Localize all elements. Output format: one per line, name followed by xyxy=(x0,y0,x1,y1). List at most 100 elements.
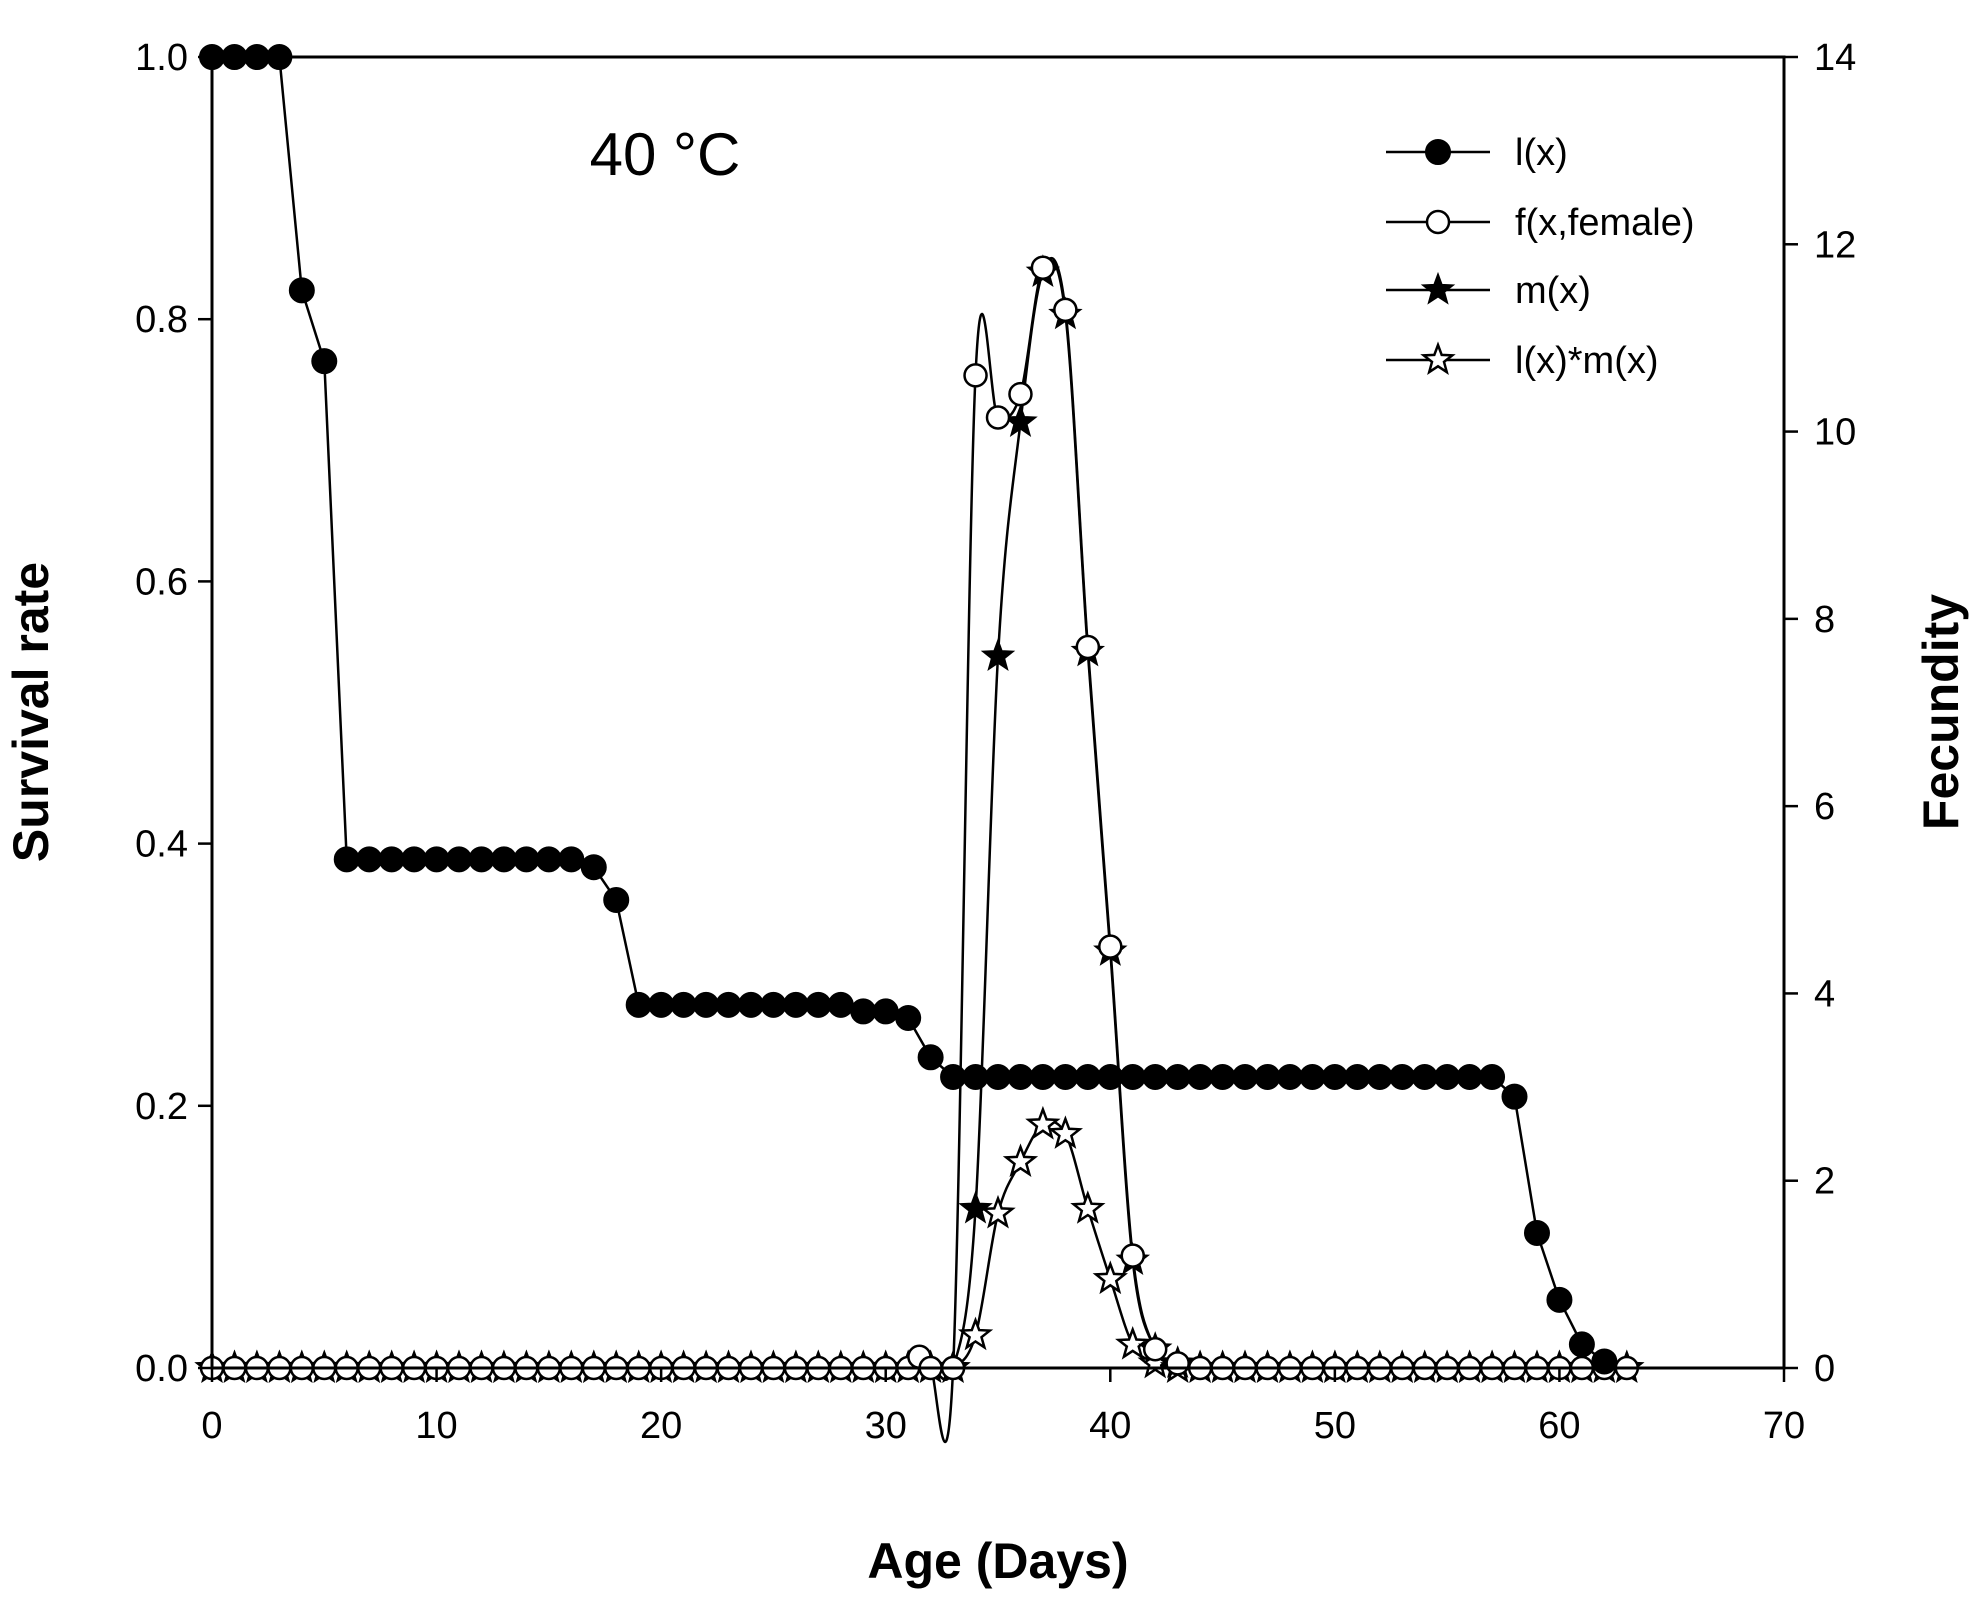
tick-layer: 0 10 20 30 40 50 60 70 0.0 0.2 0.4 0.6 0.8 1.0 0 2 4 6 8 10… xyxy=(135,37,1856,1447)
data-point xyxy=(490,846,517,873)
data-point xyxy=(1052,1063,1079,1090)
y-right-tick-label: 12 xyxy=(1814,224,1856,266)
data-point xyxy=(378,846,405,873)
data-point xyxy=(980,1194,1016,1229)
data-point xyxy=(693,991,720,1018)
data-point xyxy=(1119,1063,1146,1090)
data-point xyxy=(648,991,675,1018)
data-point xyxy=(670,991,697,1018)
data-point xyxy=(468,846,495,873)
x-tick-label: 10 xyxy=(415,1405,457,1447)
y-left-tick-label: 0.8 xyxy=(135,299,188,341)
y-left-tick-label: 0.6 xyxy=(135,561,188,603)
data-point xyxy=(1025,1105,1061,1140)
data-point xyxy=(423,846,450,873)
x-tick-label: 70 xyxy=(1763,1405,1805,1447)
data-point xyxy=(1120,1243,1145,1268)
y-left-tick-label: 0.0 xyxy=(135,1348,188,1390)
temperature-annotation: 40 °C xyxy=(590,121,741,188)
data-point xyxy=(1568,1331,1595,1358)
data-point xyxy=(980,638,1016,672)
legend-marker xyxy=(1420,341,1456,375)
data-point xyxy=(1456,1063,1483,1090)
data-point xyxy=(958,1190,993,1224)
x-tick-label: 30 xyxy=(865,1405,907,1447)
x-axis-title: Age (Days) xyxy=(867,1533,1128,1589)
data-point xyxy=(1523,1219,1550,1246)
legend-label: l(x)*m(x) xyxy=(1515,340,1659,382)
data-point xyxy=(1047,1115,1083,1149)
data-point xyxy=(1479,1063,1506,1090)
data-point xyxy=(1007,1063,1034,1090)
data-point xyxy=(1030,255,1056,280)
data-point xyxy=(1070,1190,1106,1224)
data-point xyxy=(1164,1063,1191,1090)
data-point xyxy=(1075,634,1101,660)
y-right-axis-title: Fecundity xyxy=(1913,594,1969,830)
data-point xyxy=(603,886,630,913)
data-point xyxy=(1344,1063,1371,1090)
y-right-tick-label: 6 xyxy=(1814,786,1835,828)
data-point xyxy=(962,1063,989,1090)
data-point xyxy=(1411,1063,1438,1090)
y-left-tick-label: 0.4 xyxy=(135,824,188,866)
data-point xyxy=(1008,381,1033,407)
data-point xyxy=(1276,1063,1303,1090)
data-point xyxy=(535,846,562,873)
data-point xyxy=(1165,1351,1190,1376)
data-point xyxy=(850,998,877,1025)
data-point xyxy=(558,846,585,873)
data-point xyxy=(1501,1083,1528,1110)
y-left-axis-title: Survival rate xyxy=(3,562,59,862)
data-point xyxy=(1434,1063,1461,1090)
legend-marker xyxy=(1425,209,1451,235)
data-point xyxy=(446,846,473,873)
data-point xyxy=(1232,1063,1259,1090)
legend-label: l(x) xyxy=(1515,132,1568,174)
y-left-tick-label: 0.2 xyxy=(135,1086,188,1128)
data-point xyxy=(333,846,360,873)
y-right-tick-label: 8 xyxy=(1814,599,1835,641)
y-right-tick-label: 4 xyxy=(1814,973,1835,1015)
data-point xyxy=(1097,1063,1124,1090)
y-right-tick-label: 14 xyxy=(1814,37,1856,79)
data-point xyxy=(356,846,383,873)
plot-frame xyxy=(210,55,1786,1370)
data-point xyxy=(1546,1286,1573,1313)
data-point xyxy=(957,1316,994,1351)
data-point xyxy=(985,405,1011,430)
data-point xyxy=(625,991,652,1018)
data-point xyxy=(1142,1063,1169,1090)
data-point xyxy=(1029,1063,1056,1090)
data-point xyxy=(940,1063,967,1090)
data-point xyxy=(872,998,899,1025)
data-point xyxy=(1053,297,1078,323)
data-point xyxy=(580,854,607,881)
data-point xyxy=(895,1004,922,1031)
x-tick-label: 0 xyxy=(201,1405,222,1447)
data-point xyxy=(1142,1337,1168,1362)
data-point xyxy=(715,991,742,1018)
y-right-tick-label: 10 xyxy=(1814,412,1856,454)
data-point xyxy=(917,1044,944,1071)
y-left-tick-label: 1.0 xyxy=(135,37,188,79)
x-tick-label: 40 xyxy=(1089,1405,1131,1447)
data-point xyxy=(1389,1063,1416,1090)
data-point xyxy=(1115,1326,1151,1360)
legend-marker xyxy=(1425,139,1451,165)
data-point xyxy=(805,991,832,1018)
legend-label: m(x) xyxy=(1515,270,1591,312)
x-tick-label: 50 xyxy=(1314,1405,1356,1447)
data-point xyxy=(1591,1348,1618,1375)
data-point xyxy=(513,846,540,873)
data-point xyxy=(1092,1260,1128,1295)
legend-marker xyxy=(1420,271,1456,305)
data-point xyxy=(827,991,854,1018)
data-point xyxy=(737,991,764,1018)
data-point xyxy=(1366,1063,1393,1090)
x-tick-label: 20 xyxy=(640,1405,682,1447)
y-right-tick-label: 0 xyxy=(1814,1348,1835,1390)
legend: l(x) f(x,female) m(x) l(x)*m(x) xyxy=(1386,132,1694,382)
data-point xyxy=(311,348,338,375)
